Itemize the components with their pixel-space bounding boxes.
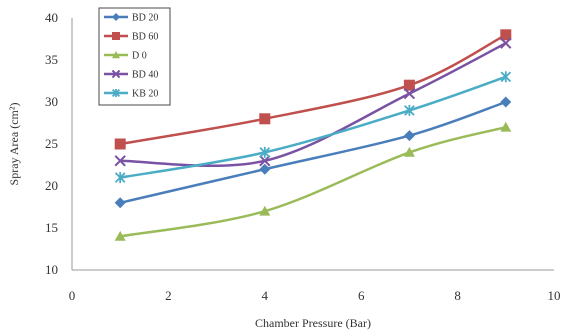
data-point	[404, 104, 415, 116]
x-axis-title: Chamber Pressure (Bar)	[255, 316, 371, 330]
y-tick-label: 35	[45, 52, 58, 67]
data-point	[403, 87, 416, 100]
data-point	[500, 71, 512, 83]
legend-item: BD 60	[104, 32, 158, 43]
x-tick-label: 6	[358, 288, 365, 303]
series-layer	[114, 29, 512, 241]
data-point	[112, 13, 120, 21]
data-point	[403, 130, 415, 142]
data-point	[259, 113, 271, 125]
data-point	[500, 96, 512, 108]
legend-label: BD 40	[132, 70, 158, 81]
data-point	[500, 121, 512, 132]
x-tick-label: 10	[548, 288, 561, 303]
series-line	[119, 100, 507, 205]
series-line	[119, 33, 507, 146]
legend: BD 20 BD 60 D 0 BD 40 KB 20	[98, 7, 171, 106]
data-point	[114, 155, 126, 167]
legend-label: BD 60	[132, 32, 158, 43]
series	[114, 121, 512, 241]
series	[114, 71, 512, 184]
legend-label: BD 20	[132, 13, 158, 24]
x-tick-label: 2	[165, 288, 172, 303]
data-point	[259, 205, 271, 216]
data-point	[114, 138, 126, 150]
data-point	[112, 32, 120, 40]
x-tick-label: 0	[69, 288, 76, 303]
data-point	[403, 79, 415, 91]
series-line	[120, 42, 507, 168]
legend-item: BD 20	[104, 13, 158, 24]
y-axis-title: Spray Area (cm²)	[7, 103, 21, 186]
y-tick-label: 30	[45, 94, 58, 109]
y-tick-label: 10	[45, 262, 58, 277]
series	[114, 29, 512, 150]
data-point	[259, 155, 271, 167]
data-point	[114, 230, 126, 241]
legend-label: D 0	[132, 51, 147, 62]
legend-label: KB 20	[132, 89, 158, 100]
data-point	[500, 29, 512, 41]
y-tick-label: 40	[45, 10, 58, 25]
series-line	[119, 125, 507, 238]
data-point	[112, 51, 120, 59]
x-tick-labels: 0 2 4 6 8 10	[69, 288, 561, 303]
series-line	[119, 75, 507, 179]
x-tick-label: 8	[454, 288, 461, 303]
data-point	[500, 37, 512, 49]
legend-item: D 0	[104, 51, 147, 62]
data-point	[259, 163, 271, 175]
y-tick-labels: 10 15 20 25 30 35 40	[45, 10, 58, 277]
series	[114, 96, 512, 209]
data-point	[114, 172, 126, 184]
data-point	[114, 197, 126, 209]
data-point	[111, 69, 121, 79]
legend-item: BD 40	[104, 70, 158, 81]
y-tick-label: 25	[45, 136, 58, 151]
y-tick-label: 20	[45, 178, 58, 193]
data-point	[403, 146, 415, 157]
y-tick-label: 15	[45, 220, 58, 235]
legend-item: KB 20	[104, 89, 158, 100]
legend-box	[98, 7, 171, 106]
axes	[71, 18, 554, 271]
data-point	[259, 146, 271, 158]
series	[114, 37, 512, 168]
x-tick-label: 4	[262, 288, 269, 303]
data-point	[111, 88, 121, 98]
